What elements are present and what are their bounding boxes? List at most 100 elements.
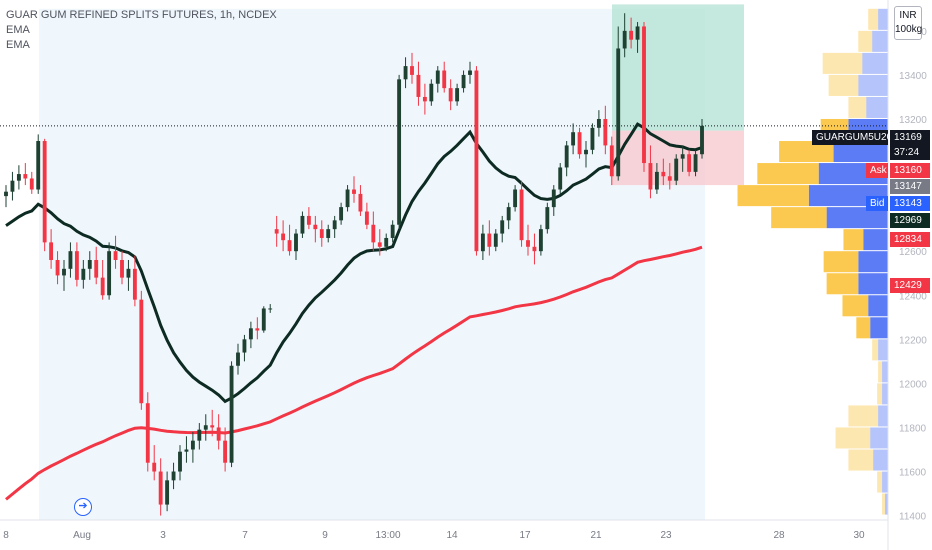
symbol-title: GUAR GUM REFINED SPLITS FUTURES, 1h, NCD… [6, 9, 277, 21]
candle-body [403, 66, 408, 80]
candle-body [113, 251, 118, 260]
candle-body [29, 178, 34, 190]
price-tick-label: 12400 [899, 291, 927, 302]
candle-body [126, 268, 131, 278]
candle-body [667, 176, 672, 181]
candle-body [629, 30, 634, 40]
candle-body [145, 403, 150, 463]
candle-body [687, 154, 692, 172]
candle-body [596, 118, 601, 128]
candle-body [62, 268, 66, 276]
candle-body [519, 189, 524, 241]
candle-body [190, 440, 195, 450]
range-shading [39, 8, 705, 520]
profile-buy-bar [882, 383, 888, 405]
candle-body [184, 449, 189, 452]
candle-body [377, 242, 382, 247]
candle-body [487, 233, 492, 247]
price-tick-label: 12600 [899, 247, 927, 258]
candle-body [558, 167, 563, 190]
candle-body [197, 429, 202, 441]
candle-body [461, 74, 466, 89]
candle-body [616, 48, 621, 177]
candle-body [274, 229, 279, 234]
candle-body [513, 189, 518, 208]
profile-sell-bar [848, 405, 879, 427]
last-price-label: 13169 [890, 130, 930, 145]
candle-body [4, 191, 8, 197]
level-price-label: 12834 [890, 232, 930, 247]
profile-buy-bar [885, 493, 888, 515]
candle-body [300, 215, 305, 234]
candle-body [493, 233, 498, 247]
profile-sell-bar [878, 361, 883, 383]
chart-background [39, 4, 744, 520]
profile-buy-bar [863, 229, 888, 251]
candle-body [674, 158, 679, 181]
candle-body [306, 215, 311, 225]
candle-body [132, 268, 137, 300]
candle-body [229, 365, 234, 463]
candle-body [506, 207, 511, 221]
candle-body [178, 451, 182, 472]
candle-body [642, 26, 646, 164]
candle-body [590, 127, 595, 150]
profile-sell-bar [842, 295, 869, 317]
candle-body [384, 237, 389, 247]
candle-body [661, 171, 666, 177]
time-tick-label: 8 [3, 530, 9, 541]
arrow-in-circle-icon[interactable]: ➔ [74, 498, 92, 516]
profile-sell-bar [872, 339, 879, 361]
candle-body [468, 70, 472, 75]
candle-body [526, 240, 530, 247]
price-tick-label: 13400 [899, 71, 927, 82]
bar-countdown-label: 37:24 [890, 145, 930, 160]
profile-sell-bar [737, 185, 809, 207]
candle-body [332, 220, 337, 230]
candle-body [364, 211, 369, 225]
profile-sell-bar [826, 273, 859, 295]
profile-sell-bar [877, 383, 883, 405]
candle-body [422, 96, 427, 102]
profile-buy-bar [826, 207, 888, 229]
candle-body [571, 132, 576, 146]
profile-sell-bar [822, 52, 863, 74]
candle-body [10, 180, 15, 192]
profile-buy-bar [878, 405, 888, 427]
candle-body [416, 74, 421, 97]
candle-body [455, 88, 460, 102]
profile-sell-bar [868, 8, 879, 30]
candle-body [564, 145, 569, 168]
ema-legend-1: EMA [6, 24, 30, 36]
time-tick-label: 30 [853, 530, 865, 541]
candle-body [442, 70, 447, 89]
candle-body [680, 154, 685, 159]
candle-body [339, 207, 344, 221]
candle-body [532, 246, 537, 252]
time-tick-label: 3 [160, 530, 166, 541]
profile-buy-bar [858, 273, 888, 295]
candle-body [100, 277, 105, 296]
candle-body [435, 70, 440, 84]
profile-buy-bar [833, 141, 888, 163]
candle-body [545, 207, 550, 230]
candle-body [397, 79, 402, 225]
time-tick-label: 14 [446, 530, 458, 541]
time-tick-label: 7 [242, 530, 248, 541]
time-tick-label: 23 [660, 530, 672, 541]
candle-body [287, 240, 292, 252]
candle-body [248, 328, 253, 340]
profile-buy-bar [882, 471, 888, 493]
candle-body [410, 66, 414, 75]
currency-unit-button[interactable]: INR 100kg [894, 6, 922, 40]
candle-body [242, 339, 247, 353]
profile-sell-bar [757, 163, 819, 185]
candle-body [120, 260, 124, 278]
candle-body [107, 251, 112, 296]
price-tick-label: 13200 [899, 115, 927, 126]
candle-body [313, 224, 318, 230]
profile-buy-bar [873, 449, 888, 471]
candle-body [268, 308, 273, 310]
